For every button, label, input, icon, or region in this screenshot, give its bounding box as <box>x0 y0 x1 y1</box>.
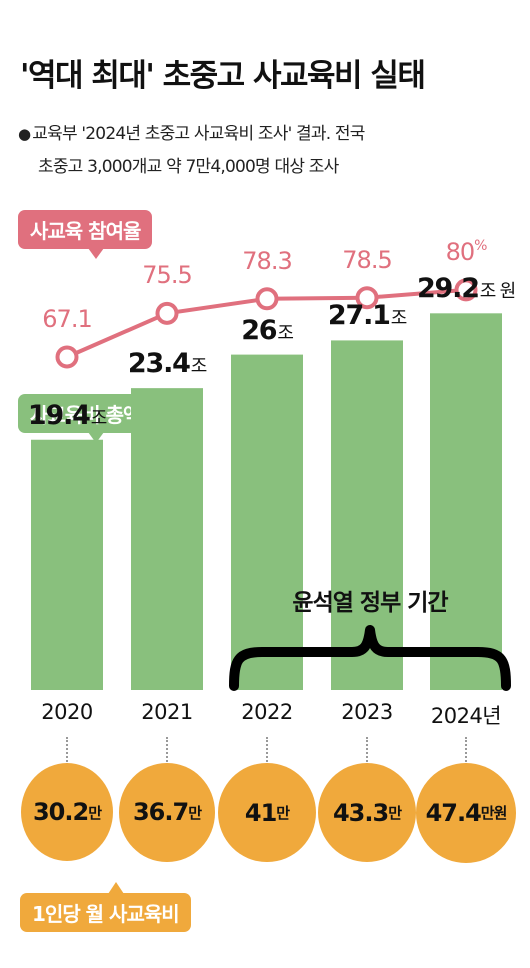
participation-value-label: 67.1 <box>42 305 92 333</box>
year-connector <box>66 737 68 765</box>
per-capita-unit: 만 <box>88 803 102 822</box>
participation-point <box>355 286 379 310</box>
subtitle-line-1: ● 교육부 '2024년 초중고 사교육비 조사' 결과. 전국 <box>18 119 365 144</box>
year-connector <box>465 737 467 765</box>
total-spending-value-label: 23.4조 <box>127 348 208 380</box>
per-capita-coin: 36.7 만 <box>119 763 215 862</box>
total-spending-value: 23.4 <box>127 348 191 380</box>
total-spending-label: 사교육비 총액 <box>18 394 153 443</box>
total-spending-unit: 조 <box>277 322 294 344</box>
participation-value: 78.3 <box>242 246 292 275</box>
per-capita-coin: 43.3 만 <box>317 763 417 863</box>
per-capita-value: 30.2 <box>32 798 89 826</box>
year-text: 2020 <box>41 700 93 724</box>
total-spending-value: 19.4 <box>27 399 91 431</box>
page-title: '역대 최대' 초중고 사교육비 실태 <box>20 58 426 94</box>
total-spending-bar <box>31 439 103 690</box>
year-label: 2023 <box>341 700 393 724</box>
total-spending-value-label: 19.4조 <box>27 399 108 431</box>
per-capita-coin: 41 만 <box>218 763 316 862</box>
total-spending-bar <box>430 313 502 690</box>
per-capita-unit: 만 <box>188 803 202 822</box>
total-spending-unit: 조 <box>190 356 208 378</box>
participation-value: 75.5 <box>142 261 192 290</box>
total-spending-value: 27.1 <box>327 300 391 332</box>
total-spending-unit: 조 원 <box>479 281 516 303</box>
participation-unit: % <box>474 237 487 254</box>
year-text: 2024년 <box>430 704 502 728</box>
per-capita-label: 1인당 월 사교육비 <box>20 882 191 932</box>
year-connector <box>366 737 368 765</box>
per-capita-value: 41 <box>244 798 277 827</box>
total-spending-value-label: 26조 <box>241 314 294 346</box>
per-capita-coin: 30.2 만 <box>21 763 113 861</box>
year-connector <box>266 737 268 765</box>
year-label: 2021 <box>141 700 193 724</box>
subtitle-text-1: 교육부 '2024년 초중고 사교육비 조사' 결과. 전국 <box>32 124 365 144</box>
subtitle-line-2: 초중고 3,000개교 약 7만4,000명 대상 조사 <box>38 157 339 177</box>
per-capita-coin: 47.4 만원 <box>416 763 516 863</box>
per-capita-unit: 만 <box>276 804 290 822</box>
participation-point <box>255 287 279 311</box>
year-label: 2022 <box>241 700 293 724</box>
total-spending-bar <box>131 388 203 690</box>
per-capita-value: 47.4 <box>425 798 482 827</box>
participation-point <box>55 345 79 369</box>
participation-value: 67.1 <box>42 305 92 333</box>
total-spending-value-label: 29.2조 원 <box>416 273 516 305</box>
per-capita-unit: 만원 <box>480 804 508 823</box>
year-label: 2024년 <box>430 700 502 730</box>
total-spending-bar <box>231 354 303 690</box>
participation-point <box>454 278 478 302</box>
total-spending-value: 29.2 <box>416 273 480 305</box>
participation-value-label: 75.5 <box>142 261 192 290</box>
participation-value-label: 78.3 <box>242 246 292 275</box>
total-spending-value-label: 27.1조 <box>327 300 408 332</box>
participation-value-label: 78.5 <box>342 245 392 274</box>
per-capita-unit: 만 <box>388 804 402 823</box>
total-spending-unit: 조 <box>90 407 108 429</box>
year-label: 2020 <box>41 700 93 724</box>
bullet-icon: ● <box>18 125 31 143</box>
participation-value: 78.5 <box>342 245 392 274</box>
year-text: 2022 <box>241 700 293 724</box>
year-connector <box>166 737 168 765</box>
participation-value-label: 80% <box>445 237 488 266</box>
year-text: 2021 <box>141 700 193 724</box>
year-text: 2023 <box>341 700 393 724</box>
era-label: 윤석열 정부 기간 <box>292 590 448 616</box>
total-spending-value: 26 <box>241 314 277 346</box>
total-spending-unit: 조 <box>390 308 408 330</box>
participation-value: 80 <box>445 237 476 266</box>
per-capita-value: 43.3 <box>332 798 389 827</box>
era-brace <box>229 625 511 691</box>
participation-rate-label: 사교육 참여율 <box>18 210 153 259</box>
per-capita-value: 36.7 <box>132 798 189 827</box>
participation-point <box>155 301 179 325</box>
